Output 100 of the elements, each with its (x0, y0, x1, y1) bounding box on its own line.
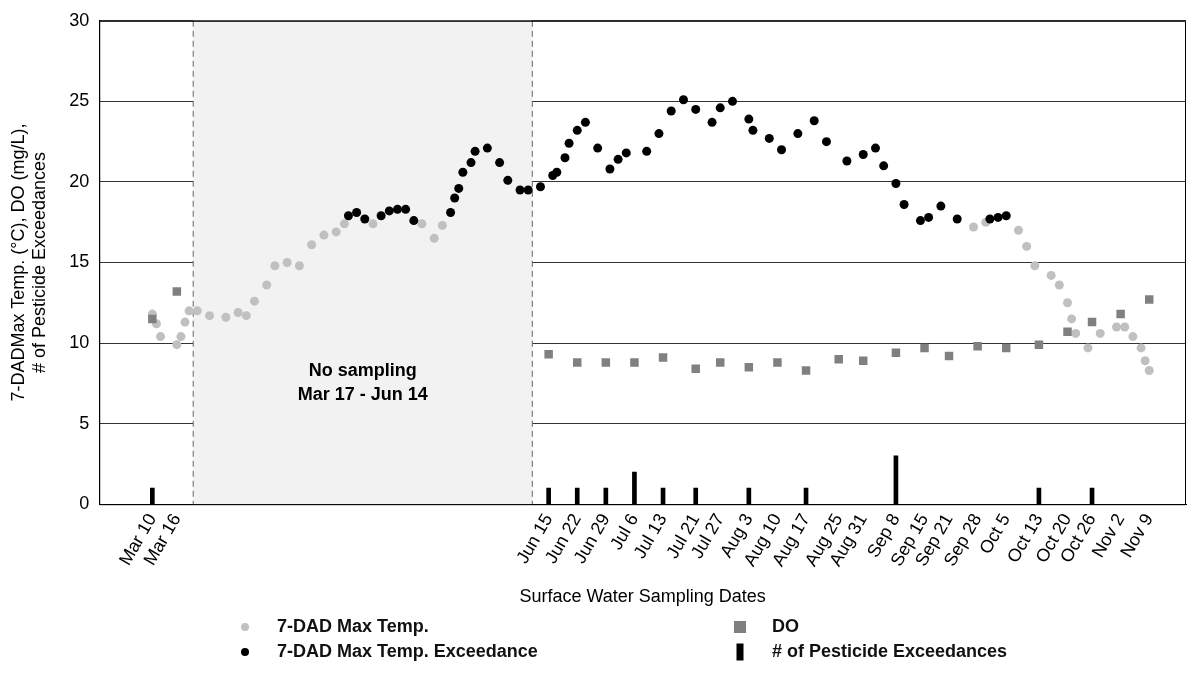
y-tick-label: 10 (69, 332, 90, 353)
point (630, 358, 639, 367)
y-tick-label: 0 (79, 493, 90, 514)
point (601, 358, 611, 367)
x-axis-title: Surface Water Sampling Dates (519, 586, 766, 607)
point (580, 117, 590, 127)
y-axis-title: 7-DADMax Temp. (°C), DO (mg/L), # of Pesticide Exceedances (7, 123, 50, 402)
legend-label: DO (772, 616, 799, 637)
point (450, 193, 460, 203)
point (409, 216, 419, 226)
point (1063, 327, 1072, 337)
point (654, 129, 664, 139)
point (573, 358, 582, 367)
point (1120, 322, 1130, 332)
point (870, 143, 880, 153)
point (205, 311, 215, 321)
legend-label: # of Pesticide Exceedances (772, 641, 1008, 662)
point (572, 125, 582, 135)
point (401, 204, 411, 214)
point (891, 179, 901, 189)
point (678, 95, 688, 105)
point (1116, 309, 1125, 319)
point (437, 220, 447, 230)
point (1063, 298, 1073, 308)
point (642, 146, 652, 156)
point (535, 182, 545, 192)
legend-label: 7-DAD Max Temp. (277, 616, 429, 637)
point (605, 164, 615, 174)
point (307, 240, 317, 250)
point (834, 354, 843, 364)
point (192, 306, 202, 316)
point (495, 158, 505, 168)
point (458, 167, 468, 177)
point (936, 201, 946, 211)
point (523, 185, 533, 195)
point (821, 137, 831, 147)
point (262, 280, 272, 290)
point (1030, 261, 1040, 271)
point (809, 116, 819, 126)
point (172, 287, 182, 296)
point (331, 227, 341, 237)
y-tick-label: 30 (69, 9, 90, 30)
legend-label: 7-DAD Max Temp. Exceedance (277, 641, 538, 662)
point (707, 117, 717, 127)
point (319, 230, 329, 240)
point (666, 106, 676, 116)
point (593, 143, 603, 153)
point (1083, 343, 1093, 353)
point (744, 114, 754, 124)
point (339, 219, 349, 229)
point (466, 158, 476, 168)
point (891, 348, 901, 357)
point (470, 146, 480, 156)
point (482, 143, 492, 153)
point (180, 317, 190, 327)
point (552, 167, 562, 177)
point (879, 161, 889, 171)
point (858, 150, 868, 160)
point (454, 183, 464, 193)
y-tick-label: 20 (69, 170, 90, 191)
point (691, 104, 701, 114)
point (176, 332, 186, 342)
point (985, 214, 995, 224)
point (748, 125, 758, 135)
point (801, 366, 811, 375)
point (613, 154, 623, 164)
point (352, 208, 362, 218)
point (1112, 322, 1122, 332)
point (773, 358, 782, 367)
point (360, 214, 370, 224)
point (952, 214, 962, 224)
point (764, 133, 774, 143)
point (376, 211, 386, 221)
point (241, 311, 251, 321)
point (384, 206, 394, 216)
point (446, 208, 456, 218)
y-tick-label: 5 (79, 412, 90, 433)
point (691, 364, 700, 374)
point (1095, 328, 1105, 338)
point (915, 216, 925, 226)
point (777, 145, 787, 155)
point (1067, 314, 1077, 324)
point (1046, 270, 1056, 280)
point (920, 343, 929, 353)
point (544, 350, 553, 359)
point (1144, 295, 1154, 304)
point (172, 340, 182, 350)
point (156, 332, 166, 342)
point (1001, 211, 1011, 221)
point (1071, 328, 1081, 338)
point (294, 261, 304, 271)
point (716, 358, 725, 367)
point (1034, 340, 1044, 349)
point (1140, 356, 1150, 366)
point (233, 307, 243, 317)
point (842, 156, 852, 166)
y-tick-label: 25 (69, 90, 90, 111)
point (924, 212, 934, 222)
point (793, 129, 803, 139)
point (1144, 365, 1154, 375)
